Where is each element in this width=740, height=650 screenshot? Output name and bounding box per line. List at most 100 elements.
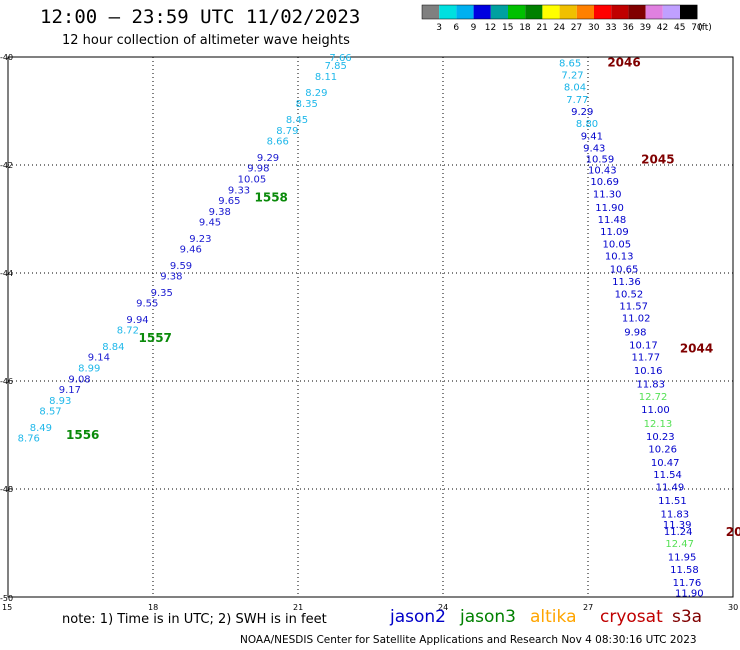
- colorbar-swatch: [490, 5, 508, 19]
- wave-height-label: 10.59: [586, 155, 615, 166]
- colorbar-unit: (ft): [698, 23, 712, 33]
- x-tick-label: 21: [293, 603, 303, 612]
- wave-height-label: 11.39: [663, 520, 692, 531]
- wave-height-label: 10.65: [610, 265, 639, 276]
- wave-height-label: 11.24: [664, 527, 693, 538]
- colorbar-label: 12: [485, 23, 496, 33]
- wave-height-label: 10.17: [629, 340, 658, 351]
- wave-height-label: 9.65: [218, 196, 240, 207]
- credit-footer: NOAA/NESDIS Center for Satellite Applica…: [240, 634, 697, 646]
- colorbar-label: 24: [554, 23, 566, 33]
- wave-height-label: 8.72: [117, 326, 139, 337]
- wave-height-label: 11.90: [595, 203, 624, 214]
- wave-height-label: 11.02: [622, 313, 651, 324]
- colorbar-swatch: [680, 5, 698, 19]
- wave-height-label: 9.38: [209, 207, 231, 218]
- wave-height-label: 11.95: [668, 553, 697, 564]
- wave-height-label: 9.59: [170, 261, 192, 272]
- colorbar-label: 33: [605, 23, 616, 33]
- colorbar-swatch: [559, 5, 577, 19]
- wave-height-label: 9.98: [247, 164, 269, 175]
- wave-height-label: 7.85: [325, 61, 347, 72]
- colorbar-swatch: [662, 5, 680, 19]
- colorbar-label: 42: [657, 23, 668, 33]
- colorbar-swatch: [628, 5, 646, 19]
- wave-height-label: 9.14: [88, 353, 110, 364]
- wave-height-label: 9.08: [68, 374, 90, 385]
- wave-height-label: 11.36: [612, 277, 641, 288]
- wave-height-label: 8.79: [276, 126, 298, 137]
- colorbar-frame: [421, 4, 698, 20]
- pass-time-label: 1557: [139, 331, 172, 345]
- colorbar-swatch: [439, 5, 457, 19]
- wave-height-label: 8.57: [39, 407, 61, 418]
- satellite-legend-jason3: jason3: [460, 607, 516, 627]
- wave-height-label: 9.23: [189, 234, 211, 245]
- satellite-legend-jason2: jason2: [390, 607, 446, 627]
- wave-height-label: 9.38: [160, 272, 182, 283]
- wave-height-label: 11.54: [653, 470, 682, 481]
- colorbar-label: 70: [691, 23, 703, 33]
- colorbar-swatch: [594, 5, 612, 19]
- wave-height-label: 8.11: [315, 72, 337, 83]
- colorbar-swatch: [473, 5, 491, 19]
- satellite-legend-altika: altika: [530, 607, 577, 627]
- wave-height-label: 11.57: [619, 301, 648, 312]
- wave-height-label: 8.29: [305, 88, 327, 99]
- colorbar-swatch: [456, 5, 474, 19]
- satellite-legend-s3a: s3a: [672, 607, 703, 627]
- colorbar-label: 36: [622, 23, 634, 33]
- colorbar-label: 30: [588, 23, 600, 33]
- colorbar-label: 21: [536, 23, 547, 33]
- wave-height-label: 10.47: [651, 458, 680, 469]
- wave-height-label: 8.35: [296, 99, 318, 110]
- colorbar-swatch: [611, 5, 629, 19]
- wave-height-label: 9.45: [199, 218, 221, 229]
- footnote: note: 1) Time is in UTC; 2) SWH is in fe…: [62, 612, 327, 627]
- pass-time-label: 1556: [66, 428, 99, 442]
- wave-height-label: 9.35: [151, 288, 173, 299]
- x-tick-label: 30: [728, 603, 738, 612]
- wave-height-label: 9.98: [624, 327, 646, 338]
- pass-time-label: 1558: [255, 190, 288, 204]
- pass-time-label: 20: [726, 525, 740, 539]
- colorbar-swatch: [525, 5, 543, 19]
- wave-height-label: 11.09: [600, 227, 629, 238]
- wave-height-label: 11.77: [632, 353, 661, 364]
- pass-time-label: 2046: [607, 55, 640, 69]
- y-tick-label: -46: [0, 377, 13, 386]
- colorbar-swatch: [576, 5, 594, 19]
- wave-height-label: 11.76: [673, 578, 702, 589]
- wave-height-label: 8.04: [564, 83, 586, 94]
- x-tick-label: 15: [2, 603, 12, 612]
- wave-height-label: 8.76: [18, 434, 40, 445]
- wave-height-label: 10.52: [615, 290, 644, 301]
- wave-height-label: 11.58: [670, 565, 699, 576]
- wave-height-label: 8.49: [30, 423, 52, 434]
- wave-height-label: 8.99: [78, 364, 100, 375]
- wave-height-label: 11.49: [656, 482, 685, 493]
- satellite-legend-cryosat: cryosat: [600, 607, 663, 627]
- wave-height-label: 12.47: [665, 539, 694, 550]
- wave-height-label: 9.43: [583, 144, 605, 155]
- y-tick-label: -44: [0, 269, 13, 278]
- wave-height-label: 11.83: [636, 380, 665, 391]
- wave-height-label: 7.77: [566, 95, 588, 106]
- wave-height-label: 7.66: [329, 53, 351, 64]
- wave-height-label: 10.05: [603, 239, 632, 250]
- wave-height-label: 11.51: [658, 496, 687, 507]
- pass-time-label: 2045: [641, 153, 674, 167]
- wave-height-label: 9.94: [126, 315, 148, 326]
- wave-height-label: 8.84: [102, 342, 124, 353]
- colorbar-label: 15: [502, 23, 513, 33]
- wave-height-label: 9.55: [136, 299, 158, 310]
- wave-height-label: 8.80: [576, 119, 598, 130]
- wave-height-label: 10.16: [634, 366, 663, 377]
- colorbar-swatch: [645, 5, 663, 19]
- wave-height-label: 9.33: [228, 185, 250, 196]
- colorbar-label: 27: [571, 23, 582, 33]
- wave-height-label: 10.26: [648, 445, 677, 456]
- chart-subtitle: 12 hour collection of altimeter wave hei…: [62, 33, 350, 48]
- wave-height-label: 7.27: [561, 70, 583, 81]
